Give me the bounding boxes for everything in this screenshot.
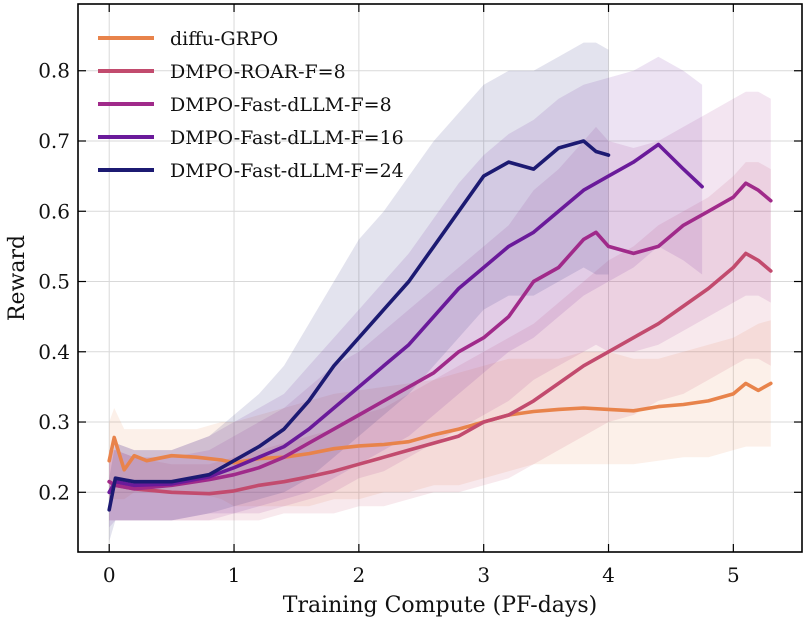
y-axis-title: Reward (5, 235, 30, 321)
series-line-4 (107, 142, 704, 495)
legend-label: diffu-GRPO (170, 28, 278, 50)
band-5 (109, 42, 609, 542)
x-tick-label: 5 (727, 563, 740, 587)
band-4 (109, 56, 703, 528)
band-3 (109, 91, 771, 521)
y-tick-label: 0.3 (38, 410, 70, 434)
y-tick-label: 0.5 (38, 270, 70, 294)
x-tick-label: 4 (602, 563, 615, 587)
x-tick-label: 2 (352, 563, 365, 587)
x-tick-label: 1 (228, 563, 241, 587)
series-line-2 (107, 251, 773, 496)
y-tick-label: 0.6 (38, 199, 70, 223)
series-line-1 (107, 381, 773, 472)
axis-ticks: 0 1 2 3 4 5 0.2 0.3 0.4 0.5 0.6 0.7 0.8 (38, 4, 802, 587)
series-line-5 (107, 139, 611, 512)
plot-frame (77, 3, 803, 553)
legend: diffu-GRPO DMPO-ROAR-F=8 DMPO-Fast-dLLM-F=… (98, 28, 404, 182)
series-lines (107, 139, 773, 512)
y-tick-label: 0.8 (38, 59, 70, 83)
legend-label: DMPO-Fast-dLLM-F=16 (170, 127, 404, 149)
grid (78, 4, 802, 552)
series-line-3 (107, 181, 773, 491)
legend-label: DMPO-Fast-dLLM-F=24 (170, 160, 404, 182)
y-tick-label: 0.2 (38, 480, 70, 504)
legend-label: DMPO-ROAR-F=8 (170, 61, 346, 83)
confidence-bands (109, 42, 771, 542)
x-tick-label: 3 (477, 563, 490, 587)
y-tick-label: 0.4 (38, 340, 70, 364)
legend-label: DMPO-Fast-dLLM-F=8 (170, 94, 392, 116)
x-axis-title: Training Compute (PF-days) (283, 593, 597, 618)
x-tick-label: 0 (103, 563, 116, 587)
y-tick-label: 0.7 (38, 129, 70, 153)
